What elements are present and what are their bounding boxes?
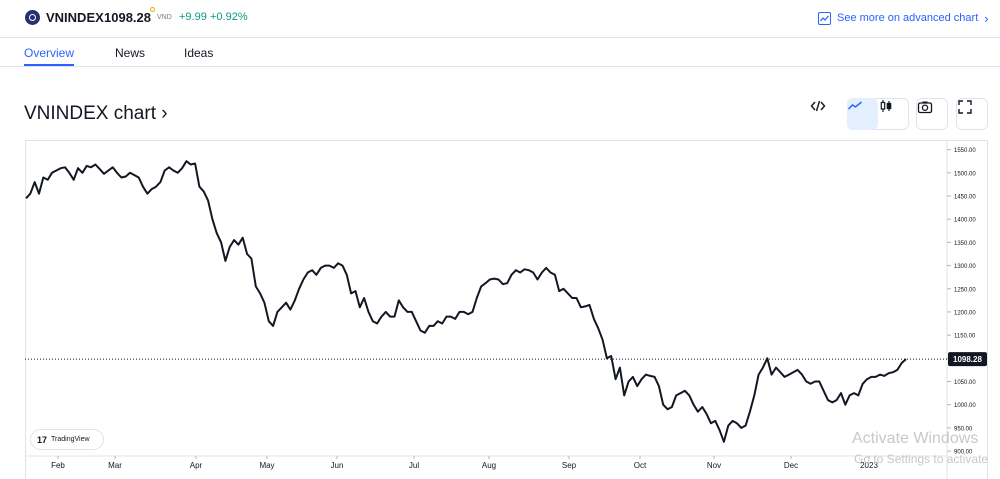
chart-container[interactable] xyxy=(25,140,988,479)
active-tab-indicator xyxy=(24,64,74,66)
currency-label: VND xyxy=(157,14,172,21)
price-axis-tick-label: 950.00 xyxy=(954,426,973,432)
chart-icon xyxy=(818,11,831,25)
time-axis-tick-label: May xyxy=(259,461,274,470)
fullscreen-icon xyxy=(958,100,972,114)
last-price-badge xyxy=(948,352,987,367)
price-axis-tick-label: 900.00 xyxy=(954,450,973,456)
chevron-right-icon: › xyxy=(984,10,989,26)
tradingview-label: TradingView xyxy=(51,436,90,443)
screenshot-button[interactable] xyxy=(916,98,948,130)
time-axis-tick-label: Dec xyxy=(784,461,798,470)
separator: · xyxy=(96,8,101,23)
fullscreen-button[interactable] xyxy=(956,98,988,130)
candlestick-icon xyxy=(880,100,892,112)
line-chart-button[interactable] xyxy=(847,98,878,130)
tradingview-mark-icon: 17 xyxy=(37,434,48,445)
advanced-chart-link[interactable]: See more on advanced chart › xyxy=(818,10,989,26)
price-axis-tick-label: 1250.00 xyxy=(954,287,976,293)
time-axis-tick-label: Nov xyxy=(707,461,721,470)
price-change-percent: +0.92% xyxy=(210,11,248,23)
candlestick-button[interactable] xyxy=(878,98,909,130)
line-chart-icon xyxy=(847,101,862,110)
price-axis-tick-label: 1500.00 xyxy=(954,171,976,177)
last-price-marker: 1098.28 xyxy=(948,352,987,367)
activation-watermark-subtitle: Go to Settings to activate xyxy=(854,452,989,466)
advanced-chart-label: See more on advanced chart xyxy=(837,12,979,24)
tab-bar: Overview News Ideas xyxy=(0,38,1000,67)
tab-overview[interactable]: Overview xyxy=(24,46,75,60)
price-series-line xyxy=(25,160,907,443)
price-points xyxy=(26,161,906,442)
price-axis-tick-label: 1400.00 xyxy=(954,218,976,224)
last-price-label: 1098.28 xyxy=(953,355,982,364)
tab-news[interactable]: News xyxy=(115,46,146,60)
price-axis: 900.00950.001000.001050.001100.001150.00… xyxy=(947,148,976,456)
price-axis-tick-label: 1300.00 xyxy=(954,264,976,270)
time-axis-tick-label: Apr xyxy=(190,461,203,470)
time-axis-tick-label: Sep xyxy=(562,461,577,470)
activation-watermark-title: Activate Windows xyxy=(852,430,979,447)
price-axis-tick-label: 1050.00 xyxy=(954,380,976,386)
time-axis-tick-label: Jul xyxy=(409,461,419,470)
price-change: +9.99 xyxy=(179,11,207,23)
embed-button[interactable] xyxy=(810,98,842,130)
time-axis-tick-label: Aug xyxy=(482,461,496,470)
price-axis-tick-label: 1000.00 xyxy=(954,403,976,409)
time-axis: Feb Mar Apr May Jun Jul Aug Sep Oct Nov Dec 2023 xyxy=(51,456,878,470)
price-axis-tick-label: 1150.00 xyxy=(954,334,976,340)
last-price: 1098.28 xyxy=(104,10,151,25)
time-axis-tick-label: 2023 xyxy=(860,461,878,470)
price-axis-tick-label: 1350.00 xyxy=(954,241,976,247)
price-axis-tick-label: 1450.00 xyxy=(954,195,976,201)
price-axis-tick-label: 1550.00 xyxy=(954,148,976,154)
price-axis-tick-label: 1200.00 xyxy=(954,310,976,316)
tab-ideas[interactable]: Ideas xyxy=(184,46,214,60)
time-axis-tick-label: Oct xyxy=(634,461,647,470)
time-axis-tick-label: Jun xyxy=(331,461,344,470)
embed-icon xyxy=(810,100,826,112)
market-status-icon xyxy=(150,7,155,12)
camera-icon xyxy=(917,101,933,114)
symbol-logo xyxy=(25,10,40,25)
symbol-header: VNINDEX · 1098.28 VND +9.99 +0.92% See m… xyxy=(0,0,1000,38)
time-axis-tick-label: Mar xyxy=(108,461,122,470)
time-axis-tick-label: Feb xyxy=(51,461,65,470)
symbol-name[interactable]: VNINDEX xyxy=(46,10,104,25)
chart-title[interactable]: VNINDEX chart › xyxy=(24,103,168,124)
tradingview-logo[interactable]: 17 TradingView xyxy=(30,429,104,450)
